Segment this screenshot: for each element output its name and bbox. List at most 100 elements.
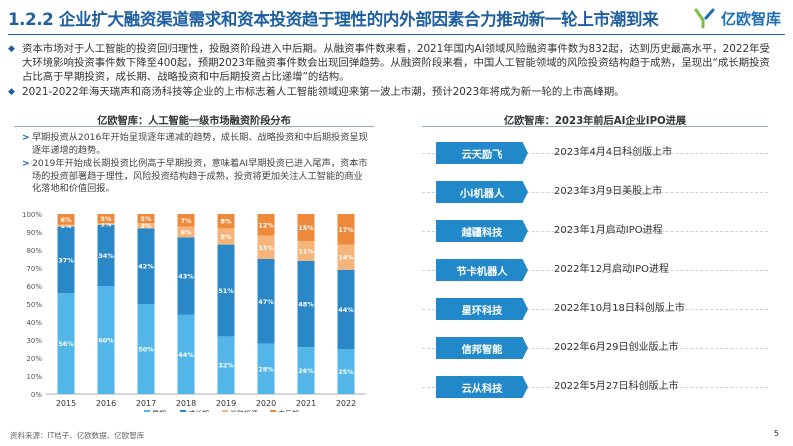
data-label: 13%	[258, 244, 274, 252]
bar-segment-成长期	[177, 237, 195, 315]
x-tick-label: 2015	[56, 399, 76, 408]
data-label: 6%	[180, 229, 192, 237]
ipo-event-text: 2023年3月9日美股上市	[554, 186, 663, 197]
chart-title: 亿欧智库：人工智能一级市场融资阶段分布	[97, 116, 291, 127]
y-tick-label: 80%	[26, 247, 42, 255]
bar-segment-早期	[137, 304, 155, 394]
bar-segment-中后期	[57, 214, 75, 225]
company-tag: 云从科技	[436, 376, 528, 398]
bar-segment-早期	[257, 343, 275, 394]
bar-segment-早期	[177, 314, 195, 394]
x-tick-label: 2022	[336, 399, 356, 408]
bar-segment-成长期	[137, 228, 155, 304]
panel-divider	[14, 126, 374, 127]
bar-segment-战略投资	[257, 235, 275, 259]
timeline-dashed-line	[422, 192, 768, 193]
stacked-bar-chart: 0% 10% 20% 30% 40% 50% 60% 70% 80% 90% 100% 56% 37% 1…	[22, 211, 366, 412]
legend-label: 成长期	[188, 409, 209, 412]
company-tag: 小i机器人	[436, 181, 528, 203]
y-tick-label: 0%	[31, 391, 42, 399]
ipo-event-text: 2022年12月启动IPO进程	[554, 264, 670, 275]
bar-segment-成长期	[57, 226, 75, 294]
data-label: 17%	[338, 226, 354, 234]
title-divider	[8, 34, 785, 35]
data-label: 15%	[298, 224, 314, 232]
bar-segment-战略投资	[177, 226, 195, 238]
data-label: 14%	[338, 254, 354, 262]
panel-divider	[422, 126, 768, 127]
yiou-logo-icon	[694, 8, 715, 29]
data-label: 50%	[138, 346, 154, 354]
y-tick-label: 90%	[26, 229, 42, 237]
bullet-item: 资本市场对于人工智能的投资回归理性，投融资阶段进入中后期。从融资事件数来看，20…	[8, 42, 779, 84]
data-label: 1%	[60, 222, 72, 230]
legend-label: 战略投资	[230, 409, 258, 412]
x-tick-label: 2021	[296, 399, 316, 408]
data-label: 32%	[218, 362, 234, 370]
bar-segment-成长期	[257, 259, 275, 344]
ipo-panel-title: 亿欧智库：2023年前后AI企业IPO进展	[503, 116, 687, 127]
timeline-dashed-line	[422, 153, 768, 154]
bar-segment-早期	[97, 286, 115, 394]
data-label: 5%	[140, 215, 152, 223]
bar-segment-早期	[297, 347, 315, 394]
left-panel: 亿欧智库：人工智能一级市场融资阶段分布 早期投资从2016年开始呈现逐年递减的趋…	[14, 112, 374, 412]
data-label: 47%	[258, 298, 274, 306]
data-label: 56%	[58, 340, 74, 348]
bar-segment-早期	[57, 293, 75, 394]
bar-segment-成长期	[217, 244, 235, 337]
data-label: 11%	[298, 247, 314, 255]
data-label: 3%	[140, 222, 152, 230]
data-label: 5%	[100, 215, 112, 223]
bar-segment-中后期	[97, 214, 115, 223]
timeline-dashed-line	[422, 231, 768, 232]
timeline-dashed-line	[422, 348, 768, 349]
data-label: 12%	[258, 221, 274, 229]
chart-note: 早期投资从2016年开始呈现逐年递减的趋势，成长期、战略投资和中后期投资呈现逐年…	[22, 132, 370, 157]
source-note: 资料来源：IT桔子、亿欧数据、亿欧智库	[10, 431, 145, 440]
bar-segment-战略投资	[137, 223, 155, 229]
summary-bullets: 资本市场对于人工智能的投资回归理性，投融资阶段进入中后期。从融资事件数来看，20…	[8, 42, 779, 100]
bar-segment-战略投资	[297, 241, 315, 261]
data-label: 7%	[180, 217, 192, 225]
chart-note: 2019年开始成长期投资比例高于早期投资，意味着AI早期投资已进入尾声，资本市场…	[22, 158, 370, 196]
data-label: 44%	[178, 351, 194, 359]
y-tick-label: 70%	[26, 265, 42, 273]
data-label: 6%	[60, 216, 72, 224]
logo-text: 亿欧智库	[720, 9, 781, 28]
bar-segment-战略投资	[217, 228, 235, 245]
bar-segment-中后期	[297, 214, 315, 241]
bar-segment-中后期	[257, 214, 275, 236]
data-label: 26%	[298, 367, 314, 375]
legend-swatch	[222, 410, 228, 412]
legend-label: 中后期	[278, 409, 299, 412]
data-label: 44%	[338, 306, 354, 314]
company-tag: 节卡机器人	[436, 259, 528, 281]
x-tick-label: 2019	[216, 399, 236, 408]
bar-segment-早期	[337, 349, 355, 394]
y-tick-label: 30%	[26, 337, 42, 345]
x-tick-label: 2016	[96, 399, 116, 408]
data-label: 48%	[298, 301, 314, 309]
bullet-item: 2021-2022年海天瑞声和商汤科技等企业的上市标志着人工智能领域迎来第一波上…	[8, 85, 779, 99]
data-label: 28%	[258, 365, 274, 373]
bar-segment-成长期	[97, 224, 115, 286]
data-label: 34%	[98, 252, 114, 260]
y-tick-label: 60%	[26, 283, 42, 291]
y-tick-label: 100%	[22, 211, 42, 219]
data-label: 60%	[98, 337, 114, 345]
bar-segment-战略投资	[337, 244, 355, 270]
bar-segment-成长期	[337, 269, 355, 349]
bar-segment-中后期	[137, 214, 155, 223]
ipo-event-text: 2023年4月4日科创版上市	[554, 147, 673, 158]
ipo-event-text: 2023年1月启动IPO进程	[554, 225, 663, 236]
page-title: 1.2.2 企业扩大融资渠道需求和资本投资趋于理性的内外部因素合力推动新一轮上市…	[8, 10, 659, 29]
ipo-event-text: 2022年5月27日科创版上市	[554, 381, 679, 392]
timeline-dashed-line	[422, 387, 768, 388]
y-tick-label: 20%	[26, 355, 42, 363]
data-label: 8%	[220, 218, 232, 226]
ipo-event-text: 2022年10月18日科创版上市	[554, 303, 685, 314]
y-tick-label: 40%	[26, 319, 42, 327]
bar-segment-中后期	[337, 214, 355, 245]
x-tick-label: 2017	[136, 399, 156, 408]
